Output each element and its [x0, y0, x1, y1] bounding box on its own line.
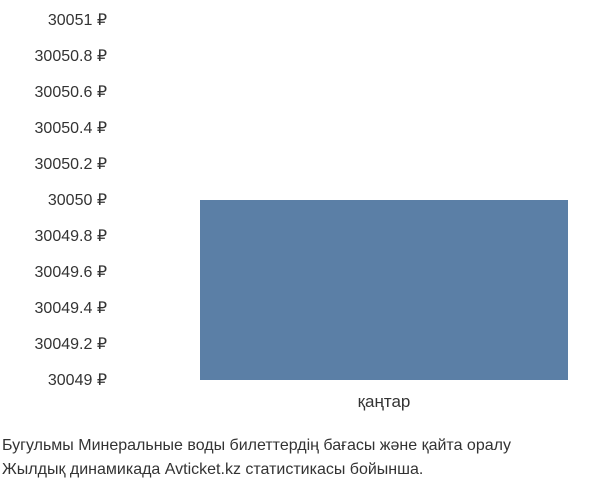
- y-tick-2: 30050.6 ₽: [35, 82, 107, 102]
- y-tick-5: 30050 ₽: [48, 190, 107, 210]
- y-tick-9: 30049.2 ₽: [35, 334, 107, 354]
- y-tick-1: 30050.8 ₽: [35, 46, 107, 66]
- caption-line-2: Жылдық динамикада Avticket.kz статистика…: [2, 458, 600, 482]
- y-tick-7: 30049.6 ₽: [35, 262, 107, 282]
- x-label-0: қаңтар: [358, 392, 411, 412]
- chart-caption: Бугульмы Минеральные воды билеттердің ба…: [0, 434, 600, 482]
- chart-container: 30051 ₽ 30050.8 ₽ 30050.6 ₽ 30050.4 ₽ 30050.…: [0, 0, 600, 500]
- bar-0: [200, 200, 568, 380]
- y-tick-6: 30049.8 ₽: [35, 226, 107, 246]
- y-tick-0: 30051 ₽: [48, 10, 107, 30]
- caption-line-1: Бугульмы Минеральные воды билеттердің ба…: [2, 434, 600, 458]
- y-tick-3: 30050.4 ₽: [35, 118, 107, 138]
- plot-area: қаңтар: [115, 20, 600, 380]
- y-tick-10: 30049 ₽: [48, 370, 107, 390]
- y-tick-4: 30050.2 ₽: [35, 154, 107, 174]
- y-tick-8: 30049.4 ₽: [35, 298, 107, 318]
